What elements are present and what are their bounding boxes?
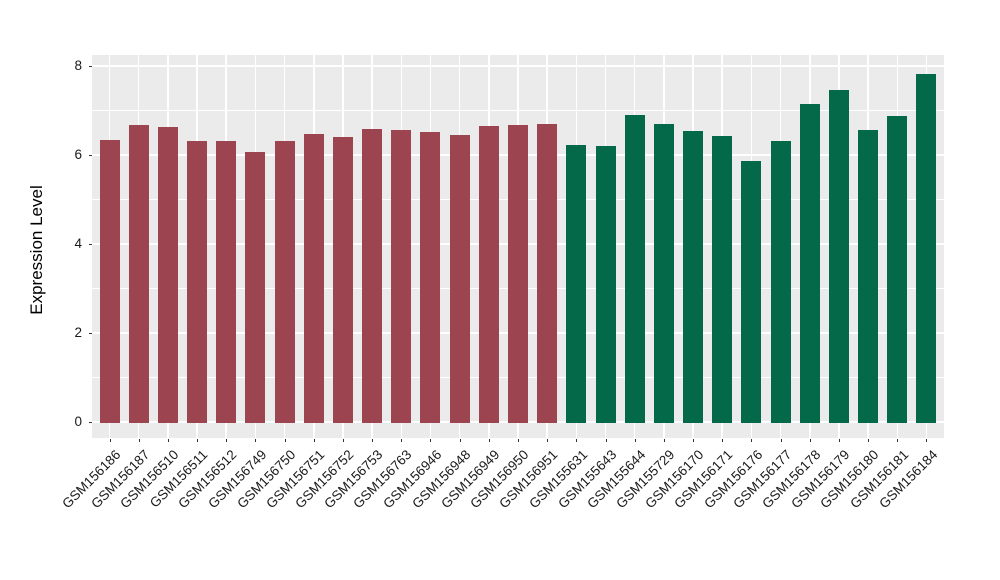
x-tick-mark [663, 438, 665, 442]
y-tick-label: 8 [74, 57, 82, 73]
bar-GSM156186 [99, 140, 120, 424]
x-tick-mark [838, 438, 840, 442]
bar-GSM156512 [216, 140, 237, 424]
x-tick-mark [430, 438, 432, 442]
x-tick-mark [518, 438, 519, 442]
bar-GSM156177 [770, 141, 791, 424]
bar-GSM155644 [624, 114, 645, 424]
x-tick-mark [547, 438, 549, 442]
bar-GSM156171 [712, 136, 733, 424]
y-tick-label: 2 [74, 325, 82, 341]
bar-GSM155729 [653, 124, 674, 424]
x-tick-mark [722, 438, 724, 442]
bar-GSM156170 [683, 131, 704, 424]
bar-GSM156511 [187, 140, 208, 424]
x-tick-mark [109, 438, 111, 442]
bar-GSM156178 [799, 104, 820, 424]
bar-GSM156751 [303, 134, 324, 424]
x-tick-mark [372, 438, 374, 442]
bar-GSM156187 [128, 124, 149, 424]
bar-GSM156180 [858, 129, 879, 424]
x-tick-mark [284, 438, 286, 442]
x-tick-mark [488, 438, 490, 442]
y-tick-label: 0 [74, 414, 82, 430]
bar-GSM156749 [245, 152, 266, 424]
bar-GSM156752 [332, 136, 353, 424]
x-tick-mark [868, 438, 870, 442]
bar-GSM156184 [916, 74, 937, 424]
y-tick-mark [88, 65, 92, 67]
y-axis-title: Expression Level [27, 185, 46, 315]
bar-GSM156948 [449, 135, 470, 424]
bar-GSM156946 [420, 131, 441, 424]
y-tick-label: 6 [74, 146, 82, 162]
x-tick-mark [693, 438, 695, 442]
x-tick-mark [926, 438, 928, 442]
y-tick-mark [88, 422, 92, 424]
x-tick-mark [342, 438, 344, 442]
x-tick-mark [197, 438, 199, 442]
plot-panel [92, 55, 944, 438]
bar-GSM155631 [566, 145, 587, 424]
bar-GSM156753 [362, 128, 383, 424]
bar-GSM156179 [828, 90, 849, 424]
bar-GSM155643 [595, 146, 616, 424]
x-tick-mark [576, 438, 578, 442]
bar-GSM156181 [887, 116, 908, 424]
y-tick-mark [88, 333, 92, 335]
x-tick-mark [751, 438, 753, 442]
x-tick-mark [780, 438, 782, 442]
bar-GSM156750 [274, 140, 295, 424]
bar-GSM156950 [508, 124, 528, 424]
y-tick-label: 4 [74, 235, 82, 251]
x-tick-mark [138, 438, 140, 442]
x-tick-mark [167, 438, 169, 442]
y-tick-mark [88, 154, 92, 156]
x-tick-mark [313, 438, 315, 442]
bar-GSM156949 [478, 126, 499, 424]
x-tick-mark [634, 438, 636, 442]
x-tick-mark [459, 438, 461, 442]
x-tick-mark [255, 438, 257, 442]
bar-GSM156510 [157, 127, 178, 424]
x-tick-mark [809, 438, 811, 442]
y-tick-mark [88, 243, 92, 245]
x-tick-mark [897, 438, 899, 442]
x-tick-mark [401, 438, 403, 442]
bar-GSM156951 [537, 123, 558, 424]
bar-GSM156176 [741, 160, 762, 424]
x-tick-mark [226, 438, 228, 442]
bar-GSM156763 [391, 130, 412, 424]
x-tick-mark [605, 438, 607, 442]
